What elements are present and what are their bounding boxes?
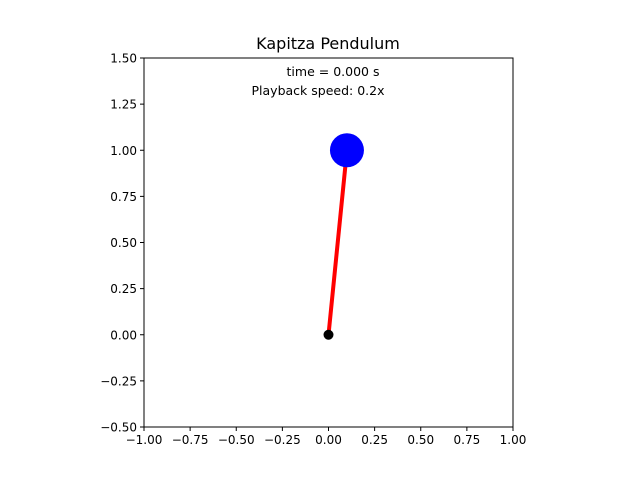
x-tick-label: 0.50 bbox=[407, 433, 434, 447]
y-tick-label: −0.25 bbox=[100, 374, 137, 388]
pendulum-bob bbox=[329, 133, 364, 168]
x-tick-label: −0.25 bbox=[264, 433, 301, 447]
y-tick-label: 1.50 bbox=[110, 52, 137, 66]
y-axis: −0.50 −0.25 0.00 0.25 0.50 0.75 1.00 1.25 1.50 bbox=[100, 52, 144, 435]
pendulum-rod bbox=[326, 148, 349, 337]
x-tick-label: 0.25 bbox=[361, 433, 388, 447]
y-tick-label: −0.50 bbox=[100, 421, 137, 435]
x-tick-label: 0.00 bbox=[315, 433, 342, 447]
plot-area bbox=[143, 57, 514, 428]
axes-background bbox=[144, 58, 513, 427]
x-tick-label: 0.75 bbox=[454, 433, 481, 447]
x-tick-label: −0.50 bbox=[218, 433, 255, 447]
y-tick-label: 0.25 bbox=[110, 282, 137, 296]
playback-speed-label: Playback speed: 0.2x bbox=[252, 83, 385, 98]
pivot-point bbox=[323, 329, 334, 340]
time-readout: time = 0.000 s bbox=[287, 64, 380, 79]
x-tick-label: 1.00 bbox=[500, 433, 527, 447]
y-tick-label: 0.50 bbox=[110, 236, 137, 250]
x-tick-label: −1.00 bbox=[126, 433, 163, 447]
y-tick-label: 0.75 bbox=[110, 190, 137, 204]
x-tick-label: −0.75 bbox=[172, 433, 209, 447]
y-tick-label: 1.00 bbox=[110, 144, 137, 158]
y-tick-label: 1.25 bbox=[110, 98, 137, 112]
y-tick-label: 0.00 bbox=[110, 328, 137, 342]
chart-title: Kapitza Pendulum bbox=[256, 34, 400, 53]
x-axis: −1.00 −0.75 −0.50 −0.25 0.00 0.25 0.50 0.75 1.00 bbox=[126, 427, 527, 447]
